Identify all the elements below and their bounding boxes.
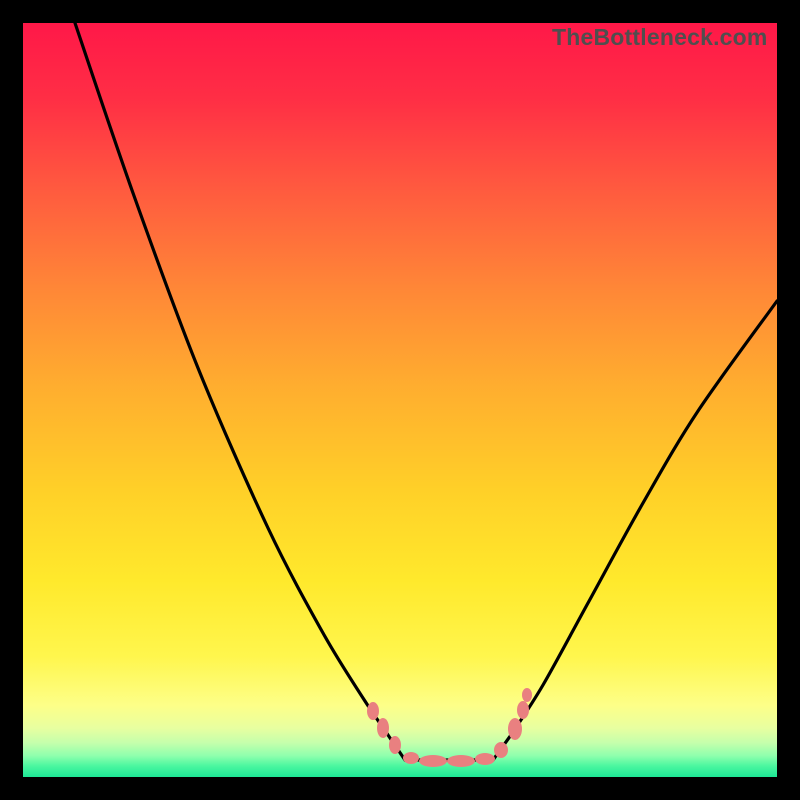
curve-marker bbox=[419, 755, 447, 767]
curve-marker bbox=[447, 755, 475, 767]
curve-marker bbox=[377, 718, 389, 738]
curve-marker bbox=[517, 701, 529, 719]
curve-path bbox=[75, 23, 777, 760]
curve-marker bbox=[522, 688, 532, 702]
chart-frame: TheBottleneck.com bbox=[0, 0, 800, 800]
watermark-text: TheBottleneck.com bbox=[552, 24, 768, 51]
curve-marker bbox=[475, 753, 495, 765]
curve-marker bbox=[494, 742, 508, 758]
bottleneck-curve bbox=[0, 0, 800, 800]
curve-marker bbox=[367, 702, 379, 720]
curve-marker bbox=[403, 752, 419, 764]
curve-marker bbox=[389, 736, 401, 754]
curve-marker bbox=[508, 718, 522, 740]
